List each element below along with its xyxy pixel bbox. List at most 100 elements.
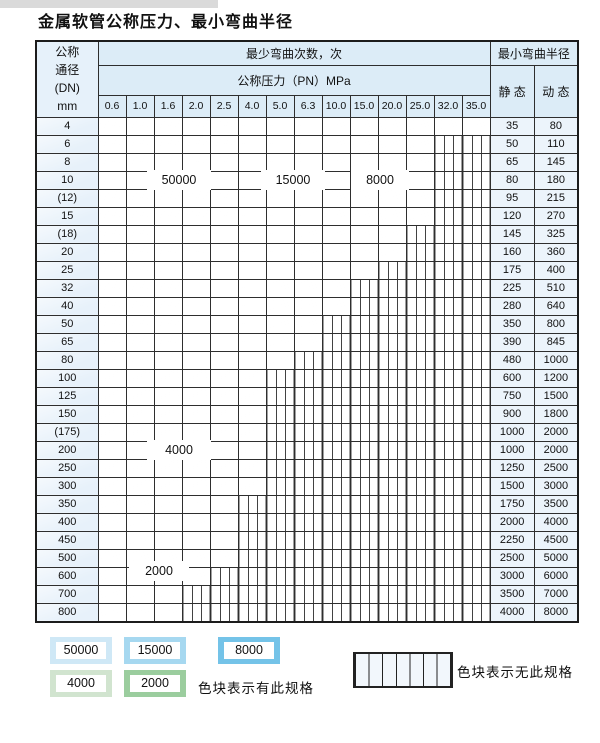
spec-cell (97, 386, 127, 406)
pressure-values-row: 0.6 1.0 1.6 2.0 2.5 4.0 5.0 6.3 10.0 15.0 20.0 25.0… (36, 94, 578, 118)
spec-cell (97, 224, 127, 244)
static-radius-cell: 900 (489, 404, 535, 424)
static-radius-cell: 600 (489, 368, 535, 388)
no-spec-cell (433, 296, 463, 316)
spec-cell (153, 494, 183, 514)
no-spec-cell (405, 404, 435, 424)
no-spec-cell (377, 296, 407, 316)
spec-cell (209, 332, 239, 352)
no-spec-cell (461, 602, 491, 622)
pressure-value-header: 2.0 (181, 94, 211, 118)
dynamic-radius-cell: 360 (533, 242, 579, 262)
pressure-value-header: 0.6 (97, 94, 127, 118)
no-spec-cell (321, 404, 351, 424)
spec-cell (125, 512, 155, 532)
spec-cell (265, 350, 295, 370)
no-spec-cell (265, 458, 295, 478)
table-row: 100 600 1200 (35, 368, 579, 388)
spec-cell (97, 206, 127, 226)
no-spec-cell (321, 476, 351, 496)
dn-cell: 25 (35, 260, 99, 280)
no-spec-cell (405, 566, 435, 586)
table-row: 65 390 845 (35, 332, 579, 352)
spec-cell (209, 278, 239, 298)
spec-cell (209, 476, 239, 496)
no-spec-cell (461, 584, 491, 604)
spec-cell (321, 260, 351, 280)
no-spec-cell (433, 530, 463, 550)
no-spec-cell (433, 134, 463, 154)
spec-cell (405, 188, 435, 208)
pressure-value-header: 10.0 (321, 94, 351, 118)
no-spec-cell (181, 602, 211, 622)
no-spec-cell (377, 404, 407, 424)
no-spec-cell (349, 296, 379, 316)
spec-cell (349, 152, 379, 172)
dn-cell: 600 (35, 566, 99, 586)
no-spec-cell (405, 512, 435, 532)
spec-cell (293, 206, 323, 226)
no-spec-cell (293, 494, 323, 514)
spec-cell (209, 404, 239, 424)
static-radius-cell: 3500 (489, 584, 535, 604)
spec-cell (97, 350, 127, 370)
dynamic-radius-cell: 845 (533, 332, 579, 352)
spec-cell (265, 314, 295, 334)
spec-cell (209, 512, 239, 532)
no-spec-cell (461, 566, 491, 586)
table-row: 40 280 640 (35, 296, 579, 316)
spec-cell (97, 170, 127, 190)
table-row: 200 1000 2000 (35, 440, 579, 460)
dynamic-radius-cell: 1200 (533, 368, 579, 388)
no-spec-cell (461, 458, 491, 478)
no-spec-cell (433, 602, 463, 622)
dynamic-header: 动 态 (533, 64, 579, 118)
legend-swatch-label: 15000 (130, 642, 180, 659)
no-spec-cell (349, 350, 379, 370)
spec-cell (153, 152, 183, 172)
dn-cell: 400 (35, 512, 99, 532)
no-spec-cell (237, 530, 267, 550)
no-spec-cell (265, 566, 295, 586)
no-spec-hatch-swatch (353, 652, 453, 688)
no-spec-cell (433, 584, 463, 604)
spec-cell (125, 278, 155, 298)
dynamic-radius-cell: 145 (533, 152, 579, 172)
spec-cell (293, 224, 323, 244)
spec-cell (209, 314, 239, 334)
spec-cell (265, 278, 295, 298)
dynamic-radius-cell: 3500 (533, 494, 579, 514)
pressure-value-header: 25.0 (405, 94, 435, 118)
static-radius-cell: 350 (489, 314, 535, 334)
spec-cell (181, 278, 211, 298)
no-spec-cell (293, 350, 323, 370)
no-spec-cell (433, 404, 463, 424)
no-spec-cell (377, 476, 407, 496)
no-spec-cell (461, 422, 491, 442)
pressure-value-header: 32.0 (433, 94, 463, 118)
cycle-count-label: 50000 (147, 170, 211, 190)
no-spec-cell (461, 440, 491, 460)
spec-cell (209, 188, 239, 208)
no-spec-cell (377, 368, 407, 388)
spec-cell (153, 296, 183, 316)
dn-header-line: (DN) (54, 81, 80, 96)
no-spec-cell (265, 548, 295, 568)
spec-cell (153, 224, 183, 244)
no-spec-cell (349, 530, 379, 550)
spec-cell (209, 386, 239, 406)
spec-cell (181, 224, 211, 244)
spec-cell (209, 260, 239, 280)
spec-cell (237, 260, 267, 280)
spec-cell (349, 206, 379, 226)
no-spec-cell (237, 512, 267, 532)
no-spec-cell (209, 602, 239, 622)
no-spec-cell (377, 458, 407, 478)
spec-cell (97, 404, 127, 424)
no-spec-cell (377, 494, 407, 514)
spec-cell (321, 152, 351, 172)
dn-cell: 200 (35, 440, 99, 460)
no-spec-cell (461, 278, 491, 298)
cycle-count-label: 8000 (351, 170, 409, 190)
dynamic-radius-cell: 6000 (533, 566, 579, 586)
